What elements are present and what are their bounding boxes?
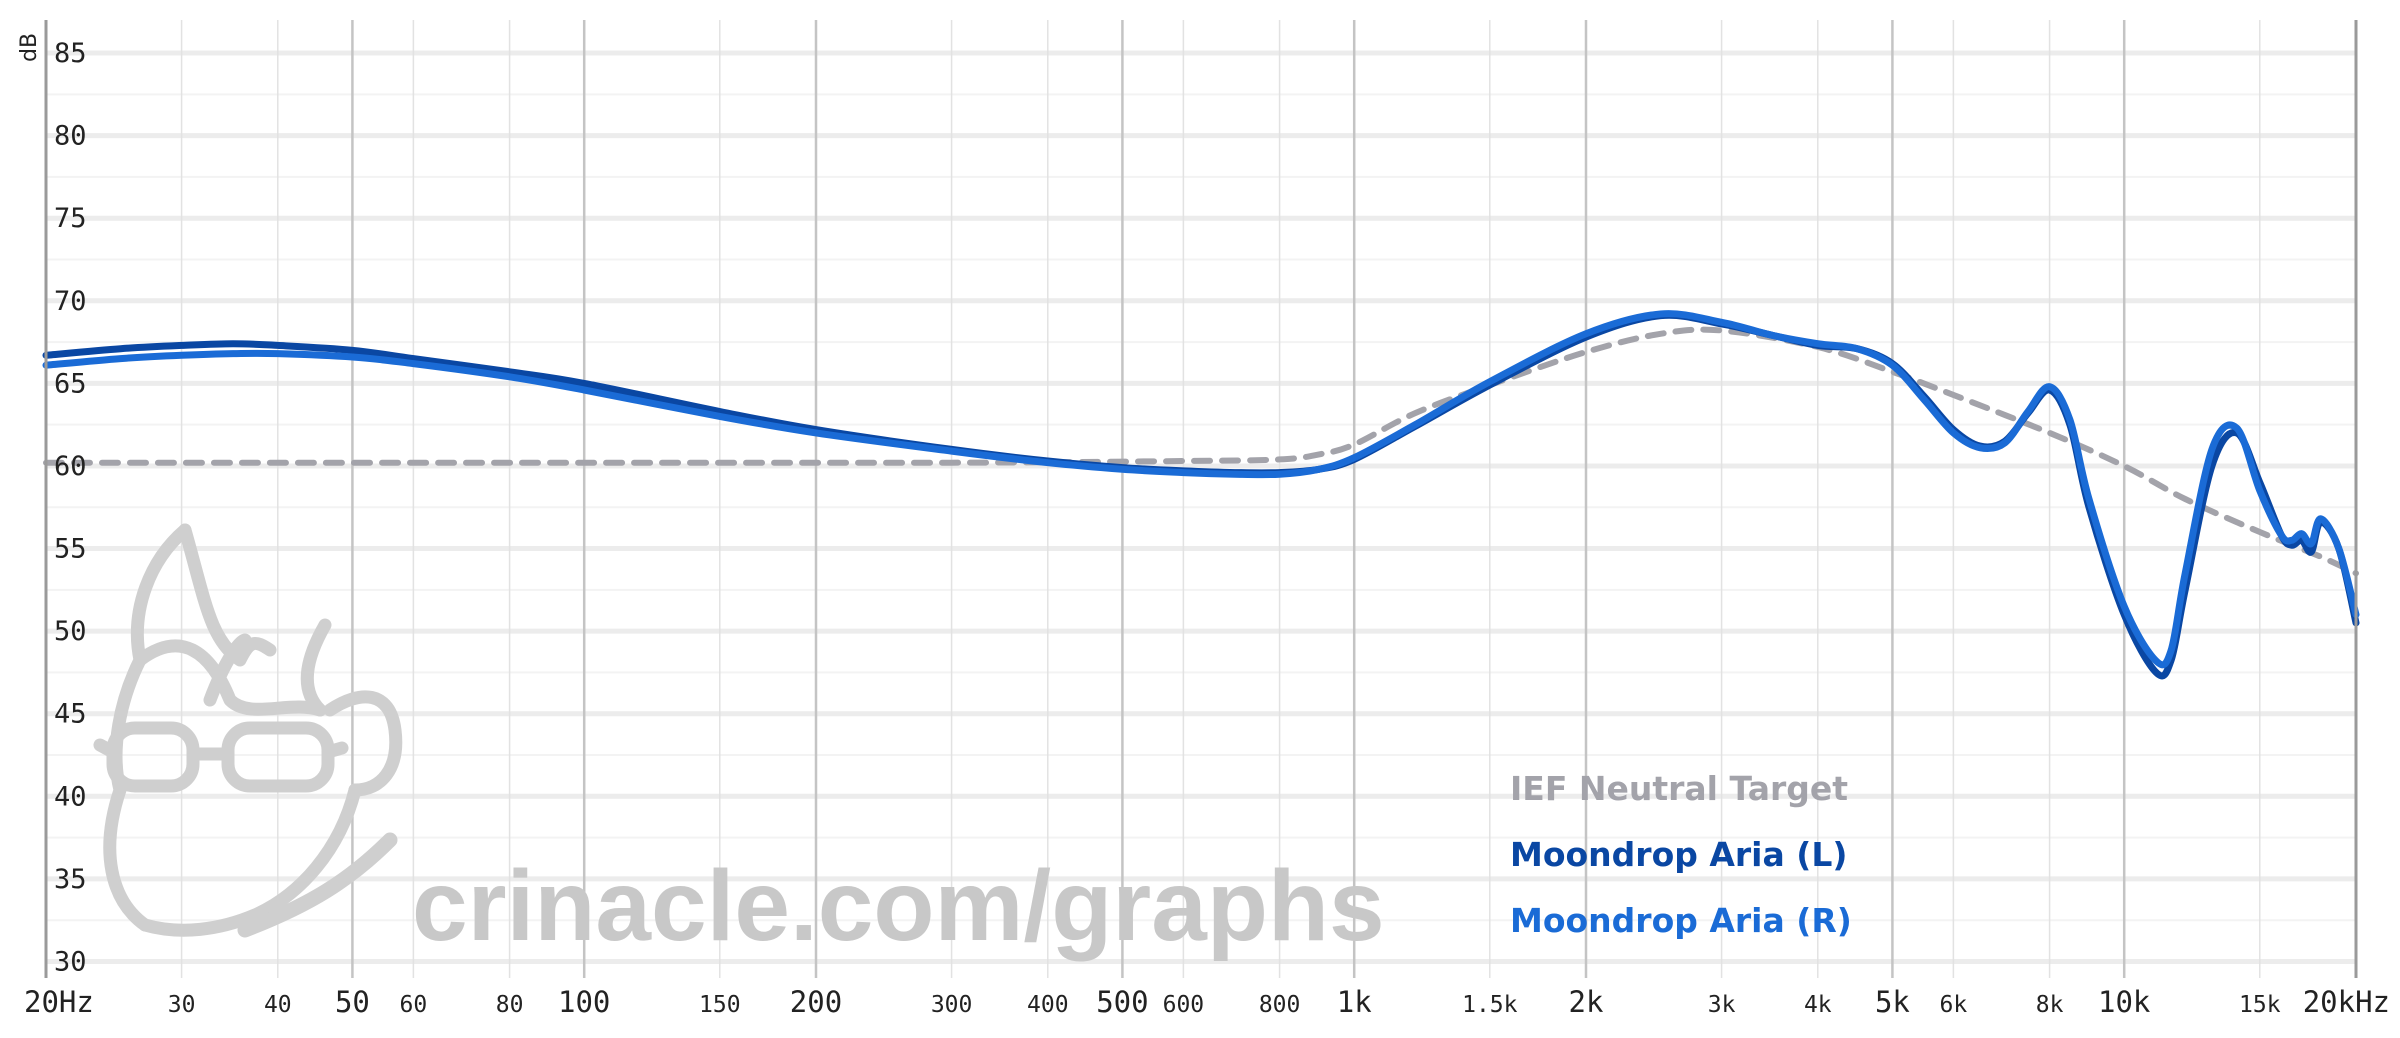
y-tick-label: 65 [54, 368, 87, 399]
x-tick-label: 400 [1027, 992, 1069, 1018]
y-tick-label: 35 [54, 864, 87, 895]
grid [46, 20, 2356, 978]
x-tick-label: 60 [400, 992, 428, 1018]
x-tick-label: 1.5k [1462, 992, 1518, 1018]
x-tick-label: 50 [335, 985, 370, 1019]
y-tick-label: 50 [54, 616, 87, 647]
watermark-text: crinacle.com/graphs [412, 850, 1385, 962]
y-tick-label: 30 [54, 946, 87, 977]
x-tick-label: 500 [1096, 985, 1148, 1019]
x-tick-label: 8k [2036, 992, 2064, 1018]
x-tick-label: 2k [1569, 985, 1604, 1019]
x-tick-label: 1k [1337, 985, 1372, 1019]
x-tick-label: 40 [264, 992, 292, 1018]
y-tick-label: 70 [54, 286, 87, 317]
y-axis-label: dB [17, 33, 42, 62]
x-tick-label: 600 [1163, 992, 1205, 1018]
x-tick-label: 300 [931, 992, 973, 1018]
x-tick-label: 10k [2098, 985, 2151, 1019]
x-tick-label: 150 [699, 992, 741, 1018]
legend: IEF Neutral Target Moondrop Aria (L) Moond… [1510, 769, 1852, 940]
legend-entry-moondrop-aria-r: Moondrop Aria (R) [1510, 901, 1852, 940]
x-tick-label: 5k [1875, 985, 1910, 1019]
x-tick-label: 200 [790, 985, 842, 1019]
axes: 30 35 40 45 50 55 60 65 70 75 80 85 dB 20Hz 30 40 50 60 80… [17, 20, 2390, 1019]
y-tick-label: 80 [54, 121, 87, 152]
y-tick-label: 55 [54, 534, 87, 565]
legend-entry-moondrop-aria-l: Moondrop Aria (L) [1510, 835, 1847, 874]
series-line-ief-neutral-target [43, 326, 2359, 577]
x-tick-label: 30 [168, 992, 196, 1018]
x-tick-label: 20Hz [24, 985, 94, 1019]
y-tick-label: 60 [54, 451, 87, 482]
series-line-moondrop-aria-r [42, 310, 2360, 669]
legend-entry-ief-neutral-target: IEF Neutral Target [1510, 769, 1848, 808]
crinacle-mascot-watermark [93, 523, 403, 938]
x-tick-label: 80 [496, 992, 524, 1018]
x-tick-label: 4k [1804, 992, 1832, 1018]
x-tick-label: 15k [2239, 992, 2281, 1018]
series-line-moondrop-aria-l [42, 311, 2360, 680]
x-tick-label: 6k [1940, 992, 1968, 1018]
y-tick-label: 45 [54, 699, 87, 730]
y-tick-label: 40 [54, 781, 87, 812]
x-tick-label: 100 [558, 985, 610, 1019]
curves [42, 310, 2360, 680]
x-tick-label: 800 [1259, 992, 1301, 1018]
y-tick-label: 75 [54, 203, 87, 234]
y-tick-label: 85 [54, 38, 87, 69]
x-tick-label: 20kHz [2303, 985, 2390, 1019]
x-tick-label: 3k [1708, 992, 1736, 1018]
